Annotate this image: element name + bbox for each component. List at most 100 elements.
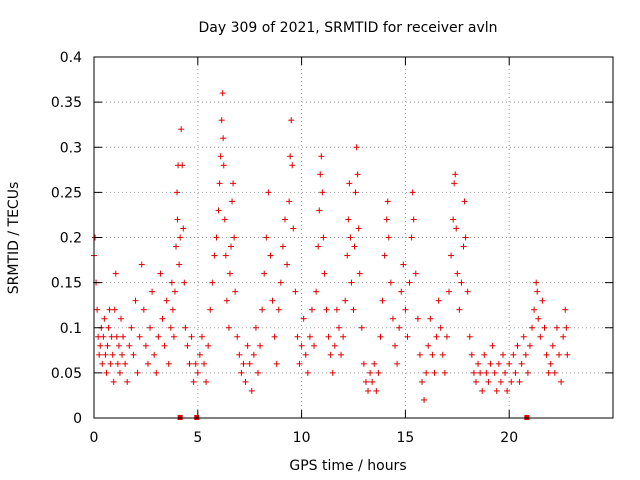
axis-ticks [93, 56, 613, 419]
data-point [107, 360, 114, 367]
data-point [524, 369, 531, 376]
data-point [311, 342, 318, 349]
data-point [535, 315, 542, 322]
data-point [116, 369, 123, 376]
data-point [194, 369, 201, 376]
data-point [230, 180, 237, 187]
data-point [342, 297, 349, 304]
data-point [402, 306, 409, 313]
data-point [551, 369, 558, 376]
data-point [504, 387, 511, 394]
data-point [345, 216, 352, 223]
y-tick-label: 0.25 [51, 185, 82, 201]
data-point [423, 369, 430, 376]
data-point [192, 360, 199, 367]
data-point [102, 351, 109, 358]
data-point [351, 243, 358, 250]
data-point [358, 324, 365, 331]
data-point [379, 297, 386, 304]
data-point [294, 333, 301, 340]
data-point [452, 171, 459, 178]
y-tick-label: 0.15 [51, 276, 82, 292]
data-point [360, 360, 367, 367]
data-point [316, 207, 323, 214]
data-point [286, 198, 293, 205]
data-point [182, 324, 189, 331]
data-point [398, 288, 405, 295]
data-point [479, 387, 486, 394]
data-point [553, 324, 560, 331]
data-point [222, 252, 229, 259]
data-point [190, 378, 197, 385]
data-point [522, 351, 529, 358]
data-point [95, 333, 102, 340]
data-point [468, 351, 475, 358]
data-point [142, 342, 149, 349]
data-point [485, 378, 492, 385]
data-point [287, 153, 294, 160]
data-point [171, 288, 178, 295]
data-point [99, 360, 106, 367]
grid-lines [94, 57, 613, 418]
x-tick-label: 0 [90, 430, 99, 446]
data-point [387, 279, 394, 286]
data-point [331, 342, 338, 349]
data-point [384, 198, 391, 205]
data-point [170, 333, 177, 340]
data-point [414, 315, 421, 322]
data-point [562, 306, 569, 313]
data-point [327, 351, 334, 358]
data-point [205, 342, 212, 349]
data-point [564, 351, 571, 358]
data-point [122, 360, 129, 367]
data-point [138, 261, 145, 268]
data-point [132, 297, 139, 304]
data-point [267, 252, 274, 259]
data-point [429, 351, 436, 358]
data-point [450, 216, 457, 223]
data-point [381, 252, 388, 259]
y-tick-label: 0.3 [60, 140, 82, 156]
data-point [558, 378, 565, 385]
data-point [491, 369, 498, 376]
data-point [220, 162, 227, 169]
data-point [317, 171, 324, 178]
data-point [174, 189, 181, 196]
data-point [155, 333, 162, 340]
data-point [217, 153, 224, 160]
data-point [229, 198, 236, 205]
data-point [427, 315, 434, 322]
data-point [323, 306, 330, 313]
data-point [188, 333, 195, 340]
data-point [209, 279, 216, 286]
data-point [219, 90, 226, 97]
data-point [94, 306, 101, 313]
data-point [104, 342, 111, 349]
y-tick-label: 0.35 [51, 95, 82, 111]
data-point [318, 153, 325, 160]
data-point [115, 342, 122, 349]
data-point [529, 324, 536, 331]
x-tick-label: 20 [500, 430, 518, 446]
data-point [460, 243, 467, 250]
data-point [203, 378, 210, 385]
data-point [248, 387, 255, 394]
data-point [124, 378, 131, 385]
data-point [97, 342, 104, 349]
data-point [348, 279, 355, 286]
data-point [304, 369, 311, 376]
data-point [113, 333, 120, 340]
data-point [466, 333, 473, 340]
data-point [296, 360, 303, 367]
data-point [184, 342, 191, 349]
data-point [302, 351, 309, 358]
y-tick-label: 0.1 [60, 321, 82, 337]
data-point [238, 369, 245, 376]
data-point [406, 279, 413, 286]
data-point [475, 360, 482, 367]
data-point [119, 351, 126, 358]
data-point [425, 342, 432, 349]
data-point [177, 234, 184, 241]
data-point [377, 333, 384, 340]
data-point [225, 324, 232, 331]
